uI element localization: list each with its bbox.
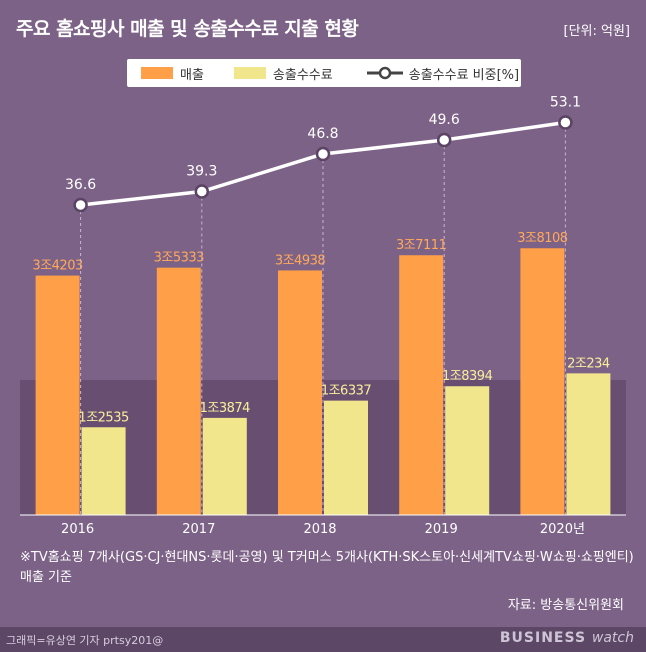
- data-label-sales: 3조7111: [396, 238, 447, 253]
- chart-legend: 매출 송출수수료 송출수수료 비중[%]: [127, 59, 521, 87]
- x-tick-label: 2020년: [540, 522, 585, 537]
- data-label-sales: 3조8108: [517, 231, 568, 246]
- ratio-label: 49.6: [429, 112, 460, 128]
- legend-label-sales: 매출: [180, 67, 204, 83]
- ratio-point: [436, 132, 452, 148]
- data-label-fee: 2조234: [567, 356, 610, 371]
- brand-logo: BUSINESS watch: [500, 630, 634, 646]
- source-label: 자료: 방송통신위원회: [507, 598, 624, 613]
- brand-main: BUSINESS: [499, 630, 587, 646]
- legend-swatch-sales: [141, 67, 173, 79]
- legend-swatch-fee: [233, 67, 266, 79]
- bar-sales: [399, 255, 444, 515]
- brand-sub: watch: [591, 630, 634, 646]
- footnote: ※TV홈쇼핑 7개사(GS·CJ·현대NS·롯데·공영) 및 T커머스 5개사(…: [20, 550, 634, 585]
- data-label-fee: 1조2535: [78, 410, 129, 425]
- legend-item-fee: 송출수수료: [233, 64, 333, 83]
- data-label-sales: 3조5333: [154, 251, 205, 266]
- legend-item-sales: 매출: [141, 64, 204, 83]
- unit-label: [단위: 억원]: [563, 24, 631, 39]
- data-label-sales: 3조4938: [275, 253, 326, 268]
- bar-sales: [520, 248, 565, 515]
- page-title: 주요 홈쇼핑사 매출 및 송출수수료 지출 현황: [16, 18, 359, 40]
- ratio-point: [558, 115, 573, 130]
- data-label-fee: 1조8394: [442, 369, 493, 384]
- x-tick-label: 2016: [61, 522, 94, 537]
- data-label-fee: 1조6337: [321, 384, 372, 399]
- bar-sales: [35, 275, 80, 515]
- legend-label-ratio: 송출수수료 비중[%]: [408, 67, 520, 83]
- bar-fee: [202, 417, 247, 515]
- graphic-credit: 그래픽=유상연 기자 prtsy201@: [6, 634, 164, 647]
- ratio-label: 53.1: [550, 95, 581, 111]
- bar-sales: [156, 267, 201, 515]
- ratio-point: [194, 184, 210, 199]
- bar-fee: [566, 373, 611, 515]
- bar-fee: [81, 427, 126, 515]
- bar-sales: [278, 270, 322, 515]
- ratio-label: 46.8: [307, 126, 338, 142]
- chart-plot: 3조4203 1조2535 2016 3조5333 1조3874 2017 3조4938 1조…: [20, 95, 626, 537]
- ratio-point: [315, 146, 331, 162]
- data-label-fee: 1조3874: [200, 401, 251, 416]
- ratio-label: 36.6: [65, 177, 96, 193]
- footer-bar: 그래픽=유상연 기자 prtsy201@ BUSINESS watch: [0, 627, 646, 652]
- legend-item-ratio: 송출수수료 비중[%]: [366, 64, 520, 83]
- legend-line-icon: [366, 66, 403, 80]
- legend-label-fee: 송출수수료: [272, 67, 333, 83]
- x-tick-label: 2018: [303, 522, 336, 537]
- data-label-sales: 3조4203: [32, 259, 83, 274]
- ratio-label: 39.3: [186, 164, 217, 180]
- bar-fee: [324, 400, 368, 515]
- x-tick-label: 2017: [182, 522, 215, 537]
- bar-fee: [445, 386, 490, 515]
- x-tick-label: 2019: [425, 522, 458, 537]
- ratio-point: [73, 197, 88, 213]
